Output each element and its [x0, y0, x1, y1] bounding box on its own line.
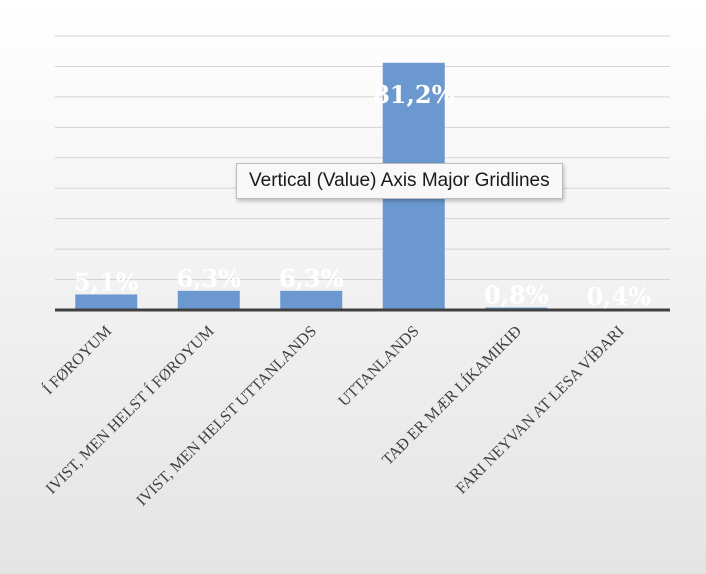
bar[interactable] — [177, 290, 240, 310]
data-label: 81,2% — [373, 80, 454, 109]
value-axis-major-gridlines[interactable] — [55, 35, 670, 281]
data-label: 0,4% — [586, 282, 651, 311]
category-label: IVIST, MEN HELST Í FØROYUM — [41, 321, 217, 497]
data-labels: 5,1% 6,3% 6,3% 81,2% 0,8% 0,4% — [74, 80, 651, 311]
data-label: 6,3% — [176, 264, 241, 293]
data-label: 0,8% — [484, 281, 549, 310]
category-label: UTTANLANDS — [335, 323, 422, 410]
bar[interactable] — [75, 294, 138, 310]
category-label: IVIST, MEN HELST UTTANLANDS — [133, 323, 320, 510]
data-label: 5,1% — [74, 267, 139, 296]
data-label: 6,3% — [279, 264, 344, 293]
gridlines-tooltip: Vertical (Value) Axis Major Gridlines — [236, 163, 563, 199]
category-label: FARI NEYVAN AT LESA VÍÐARI — [452, 321, 628, 497]
category-label: Í FØROYUM — [38, 321, 115, 398]
bar[interactable] — [280, 290, 343, 310]
